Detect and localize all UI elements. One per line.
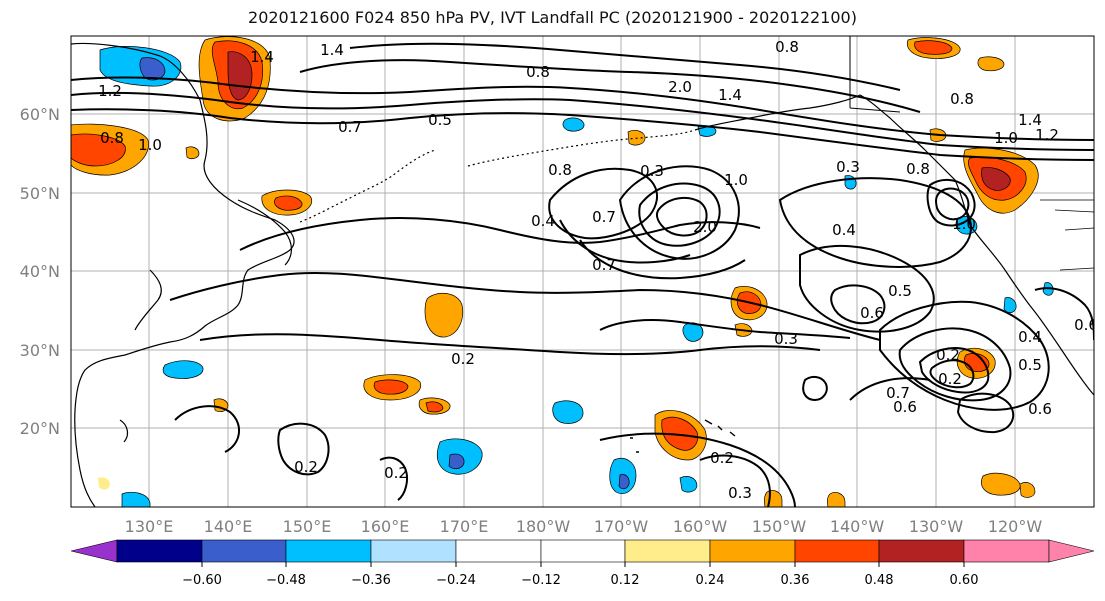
contour-label: 0.8: [950, 90, 974, 108]
lon-label: 140°E: [204, 517, 253, 536]
colorbar-labels: −0.60 −0.48 −0.36 −0.24 −0.12 0.12 0.24 …: [182, 573, 978, 588]
contour-label: 0.6: [893, 398, 917, 416]
contour-label: 0.8: [775, 38, 799, 56]
contour-label: 1.4: [250, 48, 274, 66]
contour-label: 0.2: [451, 350, 475, 368]
lon-label: 130°W: [909, 517, 964, 536]
contour-label: 0.6: [1074, 316, 1098, 334]
contour-label: 0.3: [728, 484, 752, 502]
lat-label: 60°N: [20, 105, 60, 124]
colorbar-segment: [709, 539, 796, 563]
contour-label: 0.4: [531, 212, 555, 230]
latitude-labels: 60°N 50°N 40°N 30°N 20°N: [20, 105, 60, 438]
colorbar-label: 0.24: [696, 573, 725, 588]
colorbar: [70, 539, 1095, 563]
contour-label: 1.0: [138, 136, 162, 154]
contour-label: 1.4: [718, 86, 742, 104]
lon-label: 160°E: [361, 517, 410, 536]
plot-frame: [70, 35, 1095, 508]
contour-label: 0.7: [338, 118, 362, 136]
colorbar-segment: [70, 539, 118, 563]
lon-label: 150°W: [752, 517, 807, 536]
colorbar-label: −0.36: [351, 573, 391, 588]
contour-label: 2.0: [668, 78, 692, 96]
colorbar-label: 0.36: [781, 573, 810, 588]
contour-label: 0.2: [294, 458, 318, 476]
map-title: 2020121600 F024 850 hPa PV, IVT Landfall…: [248, 8, 857, 27]
contour-label: 0.6: [860, 304, 884, 322]
lon-label: 130°E: [125, 517, 174, 536]
contour-label: 0.4: [832, 221, 856, 239]
contour-label: 1.0: [994, 129, 1018, 147]
colorbar-segment: [878, 539, 965, 563]
contour-label: 0.3: [774, 330, 798, 348]
lon-label: 160°W: [673, 517, 728, 536]
contour-label: 0.8: [526, 63, 550, 81]
contour-label: 1.0: [724, 171, 748, 189]
contour-labels: 1.4 0.8 1.2 1.0 0.8 0.5 0.7 1.4 2.0 1.4 …: [98, 38, 1098, 502]
lon-label: 150°E: [283, 517, 332, 536]
colorbar-segment: [370, 539, 457, 563]
contour-label: 0.2: [384, 464, 408, 482]
lon-label: 170°E: [440, 517, 489, 536]
contour-label: 0.4: [1018, 328, 1042, 346]
contour-label: 1.2: [98, 82, 122, 100]
contour-label: 0.5: [888, 282, 912, 300]
contour-label: 0.2: [710, 449, 734, 467]
contour-label: 0.3: [640, 162, 664, 180]
colorbar-segment: [963, 539, 1050, 563]
colorbar-label: −0.12: [521, 573, 561, 588]
contour-label: 0.5: [1018, 356, 1042, 374]
contour-label: 0.8: [906, 160, 930, 178]
contour-label: 0.7: [886, 384, 910, 402]
colorbar-label: 0.12: [611, 573, 640, 588]
colorbar-segment: [285, 539, 372, 563]
colorbar-label: 0.48: [865, 573, 894, 588]
pv-contours: [71, 42, 1094, 507]
contour-label: 0.6: [1028, 400, 1052, 418]
contour-label: 0.5: [428, 111, 452, 129]
colorbar-segment: [794, 539, 880, 563]
contour-label: 1.4: [320, 41, 344, 59]
colorbar-label: −0.24: [436, 573, 476, 588]
contour-label: 0.7: [592, 208, 616, 226]
colorbar-label: −0.48: [266, 573, 306, 588]
colorbar-label: 0.60: [950, 573, 979, 588]
contour-label: 1.4: [1018, 111, 1042, 129]
colorbar-segment: [1048, 539, 1095, 563]
lon-label: 170°W: [594, 517, 649, 536]
colorbar-segment: [116, 539, 203, 563]
contour-label: 1.2: [1035, 126, 1059, 144]
lat-label: 20°N: [20, 419, 60, 438]
lat-label: 50°N: [20, 184, 60, 203]
colorbar-ticks: [201, 562, 965, 567]
longitude-labels: 130°E 140°E 150°E 160°E 170°E 180°W 170°…: [125, 517, 1043, 536]
colorbar-segment: [540, 539, 626, 563]
colorbar-label: −0.60: [182, 573, 222, 588]
colorbar-segment: [455, 539, 542, 563]
contour-label: 0.7: [592, 256, 616, 274]
colorbar-segment: [201, 539, 287, 563]
colorbar-segment: [624, 539, 711, 563]
contour-label: 0.8: [548, 161, 572, 179]
contour-label: 0.2: [936, 346, 960, 364]
contour-label: 2.0: [693, 218, 717, 236]
lon-label: 180°W: [516, 517, 571, 536]
contour-label: 0.3: [836, 158, 860, 176]
contour-label: 0.8: [100, 129, 124, 147]
lon-label: 120°W: [988, 517, 1043, 536]
contour-label: 1.0: [952, 215, 976, 233]
coastlines: [71, 36, 1094, 507]
contour-label: 0.2: [938, 370, 962, 388]
lat-label: 40°N: [20, 262, 60, 281]
lat-label: 30°N: [20, 341, 60, 360]
lon-label: 140°W: [830, 517, 885, 536]
